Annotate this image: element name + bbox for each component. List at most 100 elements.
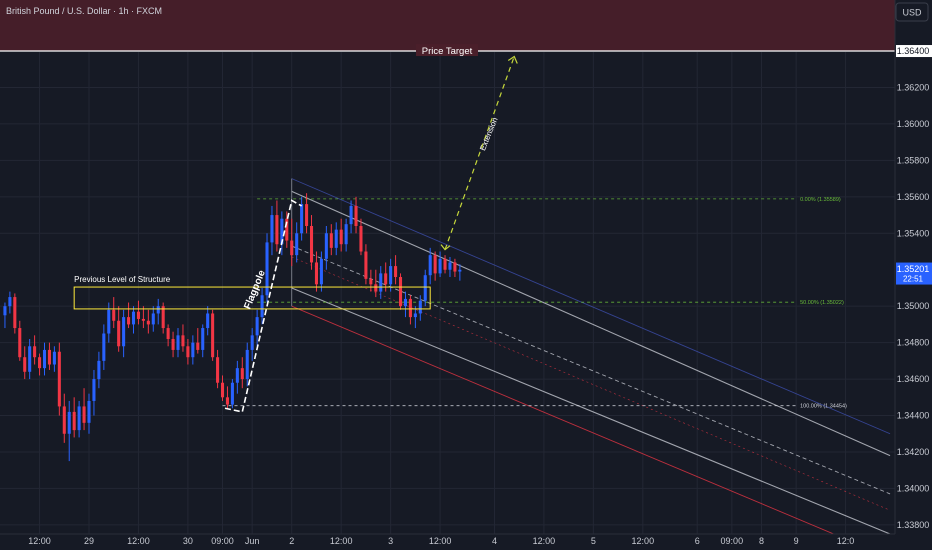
- candle-body: [275, 215, 279, 245]
- price-tick-label: 1.35400: [897, 228, 930, 238]
- time-tick-label: 8: [759, 536, 764, 546]
- candle-body: [33, 346, 37, 358]
- candle-body: [38, 357, 42, 369]
- candle-body: [13, 297, 17, 329]
- price-tick-label: 1.36000: [897, 119, 930, 129]
- candle-body: [42, 349, 47, 369]
- extension-label: Extension: [478, 116, 500, 152]
- structure-box: [73, 286, 431, 310]
- candle-body: [374, 284, 378, 292]
- fib-level-label: 100.00% (1.34454): [800, 404, 847, 410]
- candle-body: [67, 411, 71, 434]
- candle-body: [102, 333, 106, 361]
- price-axis[interactable]: 1.36200 1.36000 1.35800 1.35600 1.35400 1.350…: [894, 0, 932, 550]
- price-tick-label: 1.34400: [897, 411, 930, 421]
- candle-body: [107, 309, 111, 334]
- candle-body: [72, 411, 76, 431]
- candle-body: [151, 313, 155, 325]
- time-axis[interactable]: 12:00 29 12:00 30 09:00 Jun 2 12:00 3 12:00 4 12:00…: [0, 533, 895, 550]
- candle-body: [216, 357, 220, 383]
- candle-body: [18, 328, 22, 358]
- candle-body: [255, 317, 259, 336]
- extension-arrowhead: [507, 55, 518, 64]
- flagpole-line: [224, 199, 303, 413]
- price-tick-label: 1.35800: [897, 155, 930, 165]
- candle-body: [201, 328, 205, 350]
- price-target-label-bg: [416, 44, 478, 57]
- candle-body: [384, 273, 388, 285]
- time-tick-label: 12:00: [330, 536, 353, 546]
- candle-body: [171, 338, 175, 350]
- current-price-label: 1.35201: [897, 264, 930, 274]
- extension-arrow-base: [440, 244, 451, 251]
- time-tick-label: 9: [794, 536, 799, 546]
- candle-body: [127, 317, 131, 325]
- candle-body: [47, 349, 51, 365]
- candle-body: [309, 225, 314, 263]
- price-target-label: Price Target: [422, 46, 473, 57]
- candle-body: [319, 258, 323, 285]
- descending-channel: [291, 178, 891, 550]
- time-tick-label: 09:00: [721, 536, 744, 546]
- candle-body: [3, 306, 7, 316]
- time-tick-label: 12:00: [429, 536, 452, 546]
- candle-body: [131, 311, 136, 325]
- currency-button[interactable]: [895, 2, 929, 22]
- price-tick-label: 1.34800: [897, 338, 930, 348]
- target-zone: [0, 0, 895, 52]
- time-tick-label: 12:00: [632, 536, 655, 546]
- time-tick-label: Jun: [245, 536, 260, 546]
- price-tick-label: 1.34200: [897, 447, 930, 457]
- candle-body: [8, 297, 12, 307]
- time-tick-label: 12:00: [533, 536, 556, 546]
- extension-line: [444, 56, 515, 250]
- candle-body: [52, 351, 56, 365]
- candle-body: [403, 298, 408, 307]
- time-tick-label: 4: [492, 536, 497, 546]
- candle-body: [295, 233, 299, 256]
- time-tick-label: 29: [84, 536, 94, 546]
- candle-body: [354, 205, 358, 226]
- candle-body: [62, 406, 66, 434]
- candle-body: [329, 233, 333, 248]
- candle-body: [196, 342, 200, 350]
- time-tick-label: 6: [695, 536, 700, 546]
- candle-body: [270, 215, 274, 243]
- time-tick-label: 30: [183, 536, 193, 546]
- fib-level-label: 50.00% (1.35022): [800, 300, 844, 306]
- candle-body: [265, 242, 269, 296]
- candle-body: [112, 309, 116, 321]
- candle-body: [448, 262, 452, 270]
- candle-body: [23, 357, 27, 372]
- time-axis-bg: [0, 534, 895, 550]
- time-tick-label: 5: [591, 536, 596, 546]
- candle-body: [191, 342, 195, 358]
- channel-line-5: [291, 305, 873, 550]
- time-tick-label: 12:00: [28, 536, 51, 546]
- candle-body: [156, 306, 160, 314]
- candle-body: [82, 406, 86, 423]
- channel-line-0: [291, 178, 891, 435]
- candle-body: [314, 262, 318, 285]
- candle-body: [428, 255, 432, 276]
- candle-body: [117, 320, 121, 347]
- candle-body: [235, 368, 239, 383]
- candle-body: [305, 204, 309, 226]
- fib-level-label: 0.00% (1.35589): [800, 197, 841, 203]
- candle-body: [453, 262, 457, 272]
- time-tick-label: 12:00: [127, 536, 150, 546]
- candle-body: [92, 379, 96, 401]
- candle-body: [260, 295, 264, 318]
- candle-body: [379, 273, 383, 292]
- candle-body: [28, 346, 32, 372]
- candle-body: [423, 275, 427, 301]
- candle-body: [443, 258, 447, 270]
- candle-body: [359, 225, 363, 252]
- candle-body: [97, 360, 101, 380]
- candle-body: [230, 382, 234, 405]
- channel-line-4: [291, 287, 891, 535]
- candle-body: [181, 335, 185, 347]
- time-tick-label: 12:0: [837, 536, 855, 546]
- candle-body: [161, 306, 165, 329]
